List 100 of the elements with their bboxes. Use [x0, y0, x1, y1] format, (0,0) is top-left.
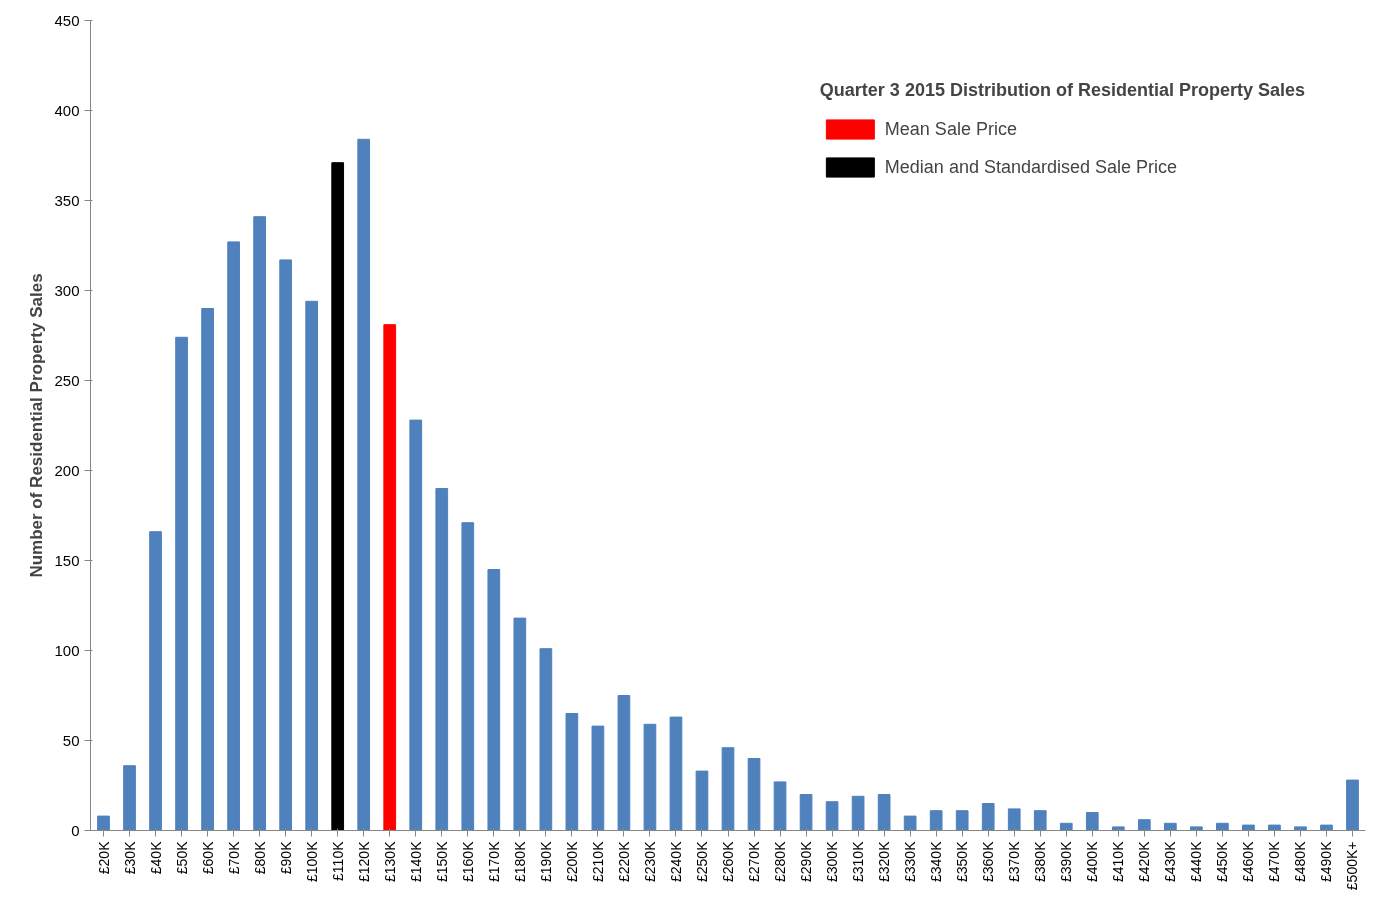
x-tick-label: £310K: [850, 840, 867, 882]
bar: [669, 716, 683, 831]
bar: [149, 531, 162, 831]
x-tick-label: £370K: [1006, 840, 1023, 882]
x-tick-label: £90K: [277, 840, 294, 875]
y-tick-label: 350: [54, 191, 80, 209]
x-tick-label: £400K: [1084, 840, 1101, 882]
y-tick-label: 50: [62, 731, 80, 749]
bar: [123, 765, 136, 831]
x-tick-label: £390K: [1058, 840, 1075, 882]
bar: [851, 795, 865, 831]
bar: [825, 801, 839, 831]
bar: [591, 725, 605, 831]
y-tick-label: 150: [54, 551, 80, 569]
y-tick-label: 450: [54, 11, 80, 29]
x-tick-label: £100K: [303, 840, 320, 882]
x-tick-label: £260K: [720, 840, 736, 882]
bar: [799, 794, 813, 831]
y-axis-title: Number of Residential Property Sales: [27, 273, 47, 578]
x-tick-label: £350K: [954, 840, 971, 882]
bar: [643, 723, 657, 831]
y-tick-label: 200: [54, 461, 80, 479]
x-tick-label: £50K: [173, 840, 190, 875]
y-tick-label: 300: [54, 281, 80, 299]
x-tick-label: £470K: [1266, 840, 1283, 882]
x-tick-label: £430K: [1162, 840, 1179, 882]
bar: [981, 803, 995, 831]
x-tick-label: £170K: [485, 840, 502, 882]
bar: [1137, 819, 1151, 831]
x-tick-label: £220K: [615, 840, 632, 882]
bar: [253, 216, 266, 831]
bar: [1268, 824, 1281, 831]
x-tick-label: £140K: [407, 840, 424, 882]
x-tick-label: £460K: [1240, 840, 1257, 882]
bar: [1320, 824, 1333, 831]
x-tick-label: £230K: [641, 840, 658, 882]
bar: [1346, 779, 1359, 831]
x-tick-label: £40K: [147, 840, 164, 875]
x-tick-label: £60K: [199, 840, 216, 875]
legend-title: Quarter 3 2015 Distribution of Residential Property Sales: [819, 80, 1305, 101]
bar: [1216, 822, 1229, 831]
x-tick-label: £440K: [1188, 840, 1205, 882]
x-tick-label: £200K: [563, 840, 580, 882]
x-tick-label: £150K: [433, 840, 450, 882]
bar: [955, 810, 969, 831]
bar: [1294, 826, 1307, 831]
x-tick-label: £330K: [902, 840, 919, 882]
bar: [1242, 824, 1255, 831]
bar: [383, 324, 397, 831]
x-tick-label: £500K+: [1344, 841, 1361, 891]
x-tick-label: £210K: [589, 840, 606, 882]
x-tick-label: £110K: [329, 840, 346, 881]
x-tick-label: £130K: [381, 840, 398, 882]
legend-label: Median and Standardised Sale Price: [884, 156, 1178, 178]
x-tick-label: £20K: [95, 840, 112, 875]
bar: [487, 569, 501, 831]
x-tick-label: £340K: [928, 840, 945, 882]
bar: [201, 308, 214, 831]
x-tick-label: £180K: [511, 840, 528, 882]
x-tick-label: £290K: [798, 840, 815, 882]
bar: [1007, 808, 1021, 831]
bar: [539, 648, 553, 831]
bar: [1085, 812, 1099, 831]
bar: [695, 770, 709, 831]
bar: [617, 695, 631, 831]
x-tick-label: £450K: [1214, 840, 1231, 882]
x-tick-label: £480K: [1292, 840, 1309, 882]
x-tick-label: £120K: [355, 840, 372, 882]
x-tick-label: £280K: [772, 840, 789, 882]
x-tick-label: £320K: [876, 840, 893, 882]
bar: [565, 713, 579, 831]
bar: [461, 522, 475, 831]
bar: [409, 419, 423, 831]
x-tick-label: £270K: [746, 840, 763, 882]
bar: [1059, 822, 1073, 831]
x-tick-label: £70K: [225, 840, 242, 875]
x-tick-label: £380K: [1032, 840, 1049, 882]
x-tick-label: £360K: [980, 840, 997, 882]
x-tick-label: £420K: [1136, 840, 1153, 882]
bar: [357, 138, 371, 831]
x-tick-label: £190K: [537, 840, 554, 882]
x-tick-label: £30K: [121, 840, 138, 875]
bar: [513, 617, 527, 831]
bar: [877, 794, 891, 831]
x-tick-label: £300K: [824, 840, 841, 882]
bar: [1190, 826, 1203, 831]
y-tick-label: 100: [54, 641, 80, 659]
y-tick-label: 250: [54, 371, 80, 389]
x-tick-label: £490K: [1318, 840, 1335, 882]
x-tick-label: £410K: [1110, 840, 1127, 882]
bar: [435, 488, 449, 831]
bar: [773, 781, 787, 831]
x-tick-label: £160K: [459, 840, 476, 882]
y-tick-label: 0: [71, 821, 80, 839]
x-tick-label: £80K: [251, 840, 268, 875]
bar: [721, 747, 735, 831]
x-tick-label: £250K: [693, 840, 710, 882]
bar: [331, 162, 345, 831]
bar: [227, 241, 240, 831]
bar: [747, 758, 761, 831]
